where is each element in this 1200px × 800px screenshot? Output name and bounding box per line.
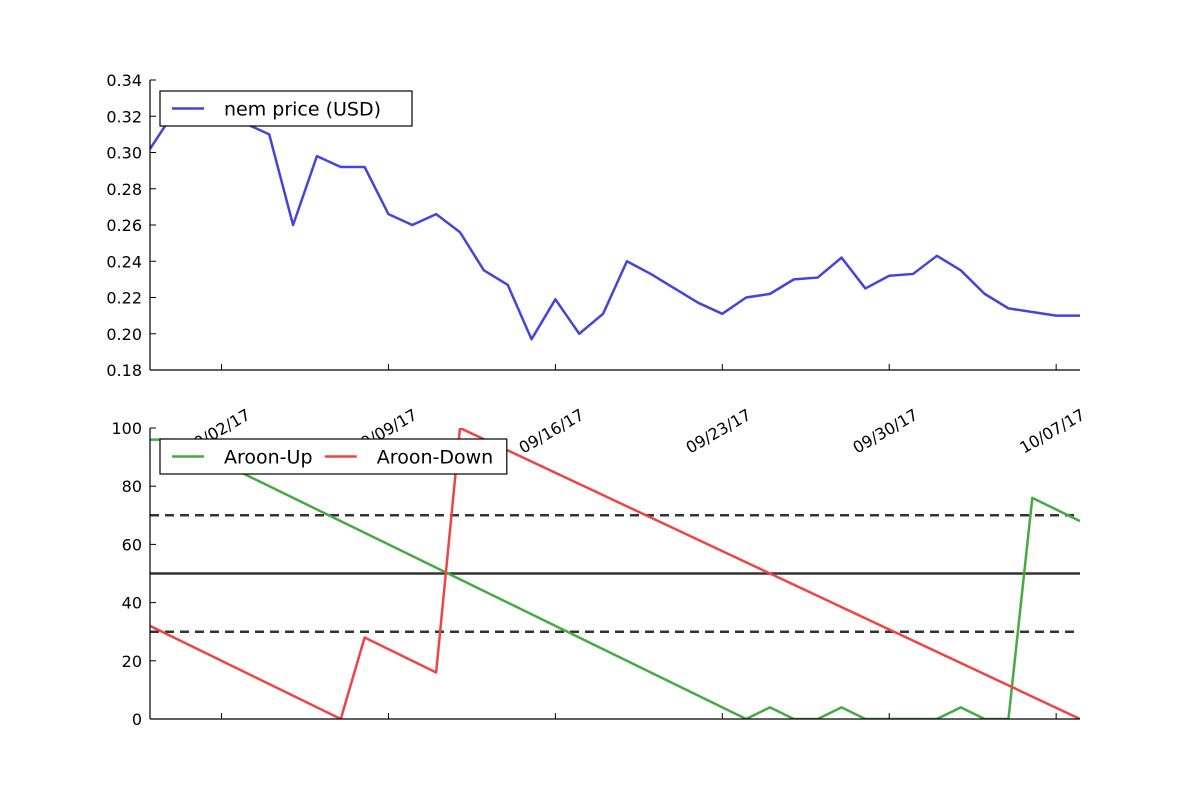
y-tick-label: 0.22 [106, 289, 142, 308]
legend: nem price (USD) [159, 90, 413, 127]
series-line-nem-price-usd [150, 105, 1080, 341]
x-tick-label: 09/30/17 [849, 405, 921, 457]
aroon-chart: 0 20 40 60 80 100 Aroon-Up Aroon-Down [111, 419, 1080, 729]
y-tick-label: 60 [122, 535, 142, 554]
legend-label-aroon-up: Aroon-Up [224, 447, 313, 469]
y-tick-label: 40 [122, 594, 142, 613]
y-tick-label: 0.28 [106, 180, 142, 199]
legend-label-aroon-down: Aroon-Down [377, 447, 493, 469]
y-tick-label: 0.30 [106, 144, 142, 163]
y-tick-label: 0.20 [106, 325, 142, 344]
y-tick-label: 0.18 [106, 361, 142, 380]
y-tick-label: 0.24 [106, 252, 142, 271]
series-line-aroon-down [150, 428, 1080, 719]
x-tick-label: 10/07/17 [1016, 405, 1088, 457]
y-tick-label: 0.34 [106, 71, 142, 90]
y-tick-label: 0.32 [106, 107, 142, 126]
x-tick-label: 09/16/17 [516, 405, 588, 457]
price-chart: 0.180.200.220.240.260.280.300.320.3409/0… [106, 71, 1088, 457]
y-tick-label: 20 [122, 652, 142, 671]
x-tick-label: 09/23/17 [683, 405, 755, 457]
series-line-aroon-up [150, 438, 1080, 719]
y-tick-label: 0.26 [106, 216, 142, 235]
legend-label-nem-price-usd: nem price (USD) [224, 99, 381, 121]
y-tick-label: 0 [132, 710, 142, 729]
legend: Aroon-Up Aroon-Down [159, 438, 508, 475]
y-tick-label: 80 [122, 477, 142, 496]
y-tick-label: 100 [111, 419, 142, 438]
